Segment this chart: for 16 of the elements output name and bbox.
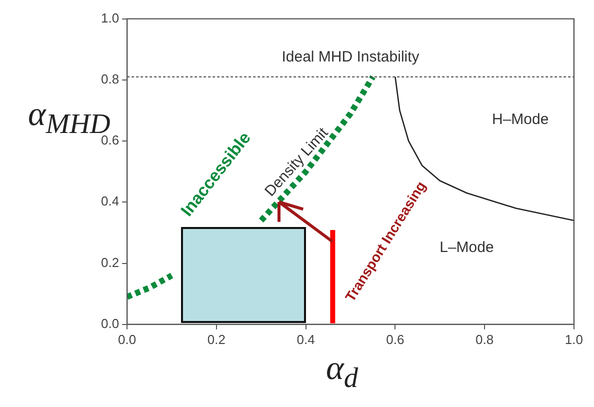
- y-tick-label: 0.0: [100, 316, 120, 331]
- x-tick-label: 0.8: [476, 332, 494, 347]
- y-tick-label: 0.2: [100, 254, 120, 270]
- annotation: L–Mode: [440, 239, 494, 256]
- x-tick-label: 0.4: [296, 332, 315, 347]
- annotation: H–Mode: [492, 110, 549, 128]
- y-tick-label: 0.8: [100, 72, 120, 86]
- y-tick-label: 0.6: [100, 132, 120, 148]
- y-tick-label: 0.4: [100, 194, 120, 209]
- x-axis-title: α$_{d}$: [326, 350, 358, 395]
- x-tick-label: 0.6: [386, 332, 404, 347]
- x-tick-label: 1.0: [564, 332, 584, 347]
- ref-line-label: Ideal MHD Instability: [282, 48, 420, 66]
- x-tick-label: 0.2: [207, 332, 226, 347]
- y-tick-label: 1.0: [100, 10, 120, 26]
- x-tick-label: 0.0: [118, 332, 136, 347]
